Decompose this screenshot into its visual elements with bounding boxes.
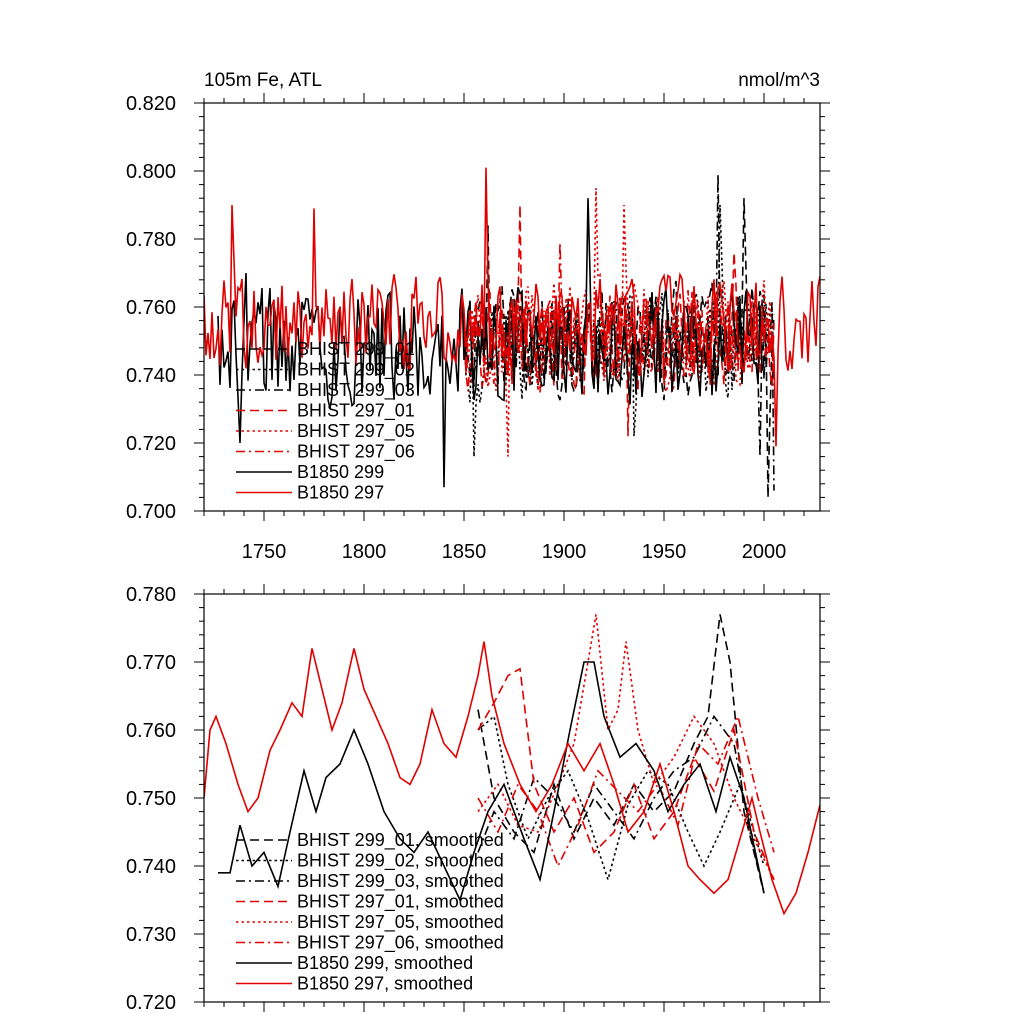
legend-label: BHIST 299_03 — [297, 380, 415, 401]
legend-label: BHIST 299_03, smoothed — [297, 871, 504, 892]
y-tick-label: 0.720 — [126, 992, 176, 1014]
series-line — [477, 614, 765, 894]
series-line — [217, 198, 765, 488]
y-tick-label: 0.760 — [126, 297, 176, 319]
legend-label: B1850 297 — [297, 483, 384, 503]
x-tick-label: 1950 — [642, 541, 687, 563]
legend-label: BHIST 297_06 — [297, 442, 415, 463]
y-tick-label: 0.740 — [126, 856, 176, 878]
y-tick-label: 0.780 — [126, 584, 176, 606]
y-tick-label: 0.750 — [126, 788, 176, 810]
y-tick-label: 0.800 — [126, 161, 176, 183]
series-line — [204, 641, 820, 916]
series-group — [204, 614, 820, 916]
y-tick-label: 0.700 — [126, 501, 176, 523]
top-panel-units: nmol/m^3 — [738, 70, 820, 91]
y-tick-label: 0.740 — [126, 365, 176, 387]
series-line — [477, 714, 765, 883]
series-line — [477, 614, 775, 880]
top-panel-title: 105m Fe, ATL — [204, 70, 322, 91]
x-tick-label: 1850 — [442, 541, 487, 563]
legend-label: BHIST 299_02, smoothed — [297, 851, 504, 872]
x-tick-label: 1900 — [542, 541, 587, 563]
series-line — [477, 713, 775, 869]
series-line — [477, 667, 775, 880]
legend-label: BHIST 299_02 — [297, 360, 415, 381]
x-tick-label: 1800 — [342, 541, 387, 563]
series-group — [204, 167, 820, 498]
top-panel: 105m Fe, ATL nmol/m^3 0.700 0.720 0.740 0.7… — [126, 70, 830, 563]
y-tick-label: 0.760 — [126, 720, 176, 742]
y-tick-label: 0.820 — [126, 93, 176, 115]
legend-label: B1850 297, smoothed — [297, 974, 473, 994]
legend-label: B1850 299, smoothed — [297, 953, 473, 973]
x-tick-label: 2000 — [742, 541, 787, 563]
legend-label: BHIST 297_05, smoothed — [297, 912, 504, 933]
legend-label: BHIST 297_01 — [297, 401, 415, 422]
y-tick-label: 0.720 — [126, 433, 176, 455]
legend-label: BHIST 297_06, smoothed — [297, 933, 504, 954]
bottom-panel: 0.720 0.730 0.740 0.750 0.760 0.770 0.780 BHIST… — [126, 584, 830, 1014]
legend-label: BHIST 299_01, smoothed — [297, 830, 504, 851]
y-tick-label: 0.730 — [126, 924, 176, 946]
legend-label: BHIST 297_01, smoothed — [297, 892, 504, 913]
x-tick-label: 1750 — [242, 541, 287, 563]
series-line — [218, 661, 765, 903]
series-line — [204, 167, 820, 447]
legend-label: BHIST 297_05 — [297, 421, 415, 442]
y-tick-label: 0.780 — [126, 229, 176, 251]
series-line — [477, 714, 765, 894]
legend-label: B1850 299 — [297, 462, 384, 482]
y-tick-label: 0.770 — [126, 652, 176, 674]
legend-label: BHIST 299_01 — [297, 339, 415, 360]
